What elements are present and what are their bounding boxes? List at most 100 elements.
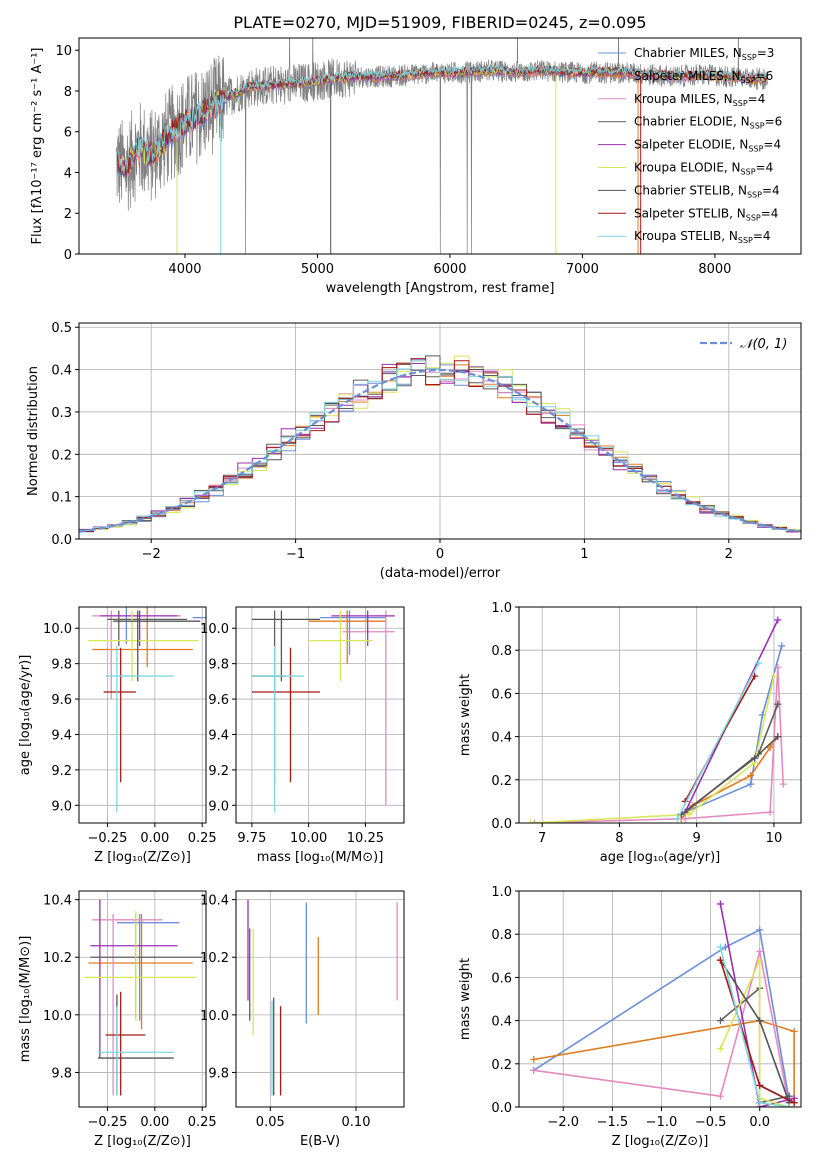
y-tick-label: 9.4 — [51, 728, 72, 743]
plot-area — [79, 891, 206, 1107]
y-tick-label: 0.3 — [51, 406, 72, 421]
data-point — [756, 947, 764, 955]
data-point — [685, 810, 693, 818]
plot-area — [79, 323, 801, 539]
data-point — [716, 1092, 724, 1100]
y-axis-label: Normed distribution — [26, 366, 41, 496]
x-tick-label: −2 — [142, 547, 161, 562]
y-tick-label: 0.4 — [491, 1015, 512, 1030]
y-tick-label: 9.8 — [51, 658, 72, 673]
x-tick-label: 0.0 — [749, 1115, 770, 1130]
x-tick-label: 10.00 — [290, 831, 327, 846]
data-point — [751, 754, 759, 762]
y-tick-label: 10.4 — [200, 894, 229, 909]
legend-label: Chabrier MILES, NSSP=3 — [634, 46, 774, 62]
x-tick-label: 7 — [538, 831, 546, 846]
chart-mass-vs-Z: −0.25 0.00 0.25 9.8 10.0 10.2 10.4 Z [log₁₀(Z/Z… — [18, 890, 217, 1149]
x-axis-label: Z [log₁₀(Z/Z⊙)] — [612, 1134, 709, 1149]
x-tick-label: 2 — [725, 547, 733, 562]
y-tick-label: 9.0 — [51, 799, 72, 814]
axes-frame — [78, 606, 207, 824]
data-point — [774, 616, 782, 624]
axes-frame — [78, 890, 207, 1108]
x-tick-label: −0.5 — [695, 1115, 727, 1130]
data-point — [774, 663, 782, 671]
axes-frame — [235, 890, 405, 1108]
y-tick-label: 0 — [64, 248, 72, 263]
data-point — [530, 819, 538, 823]
y-tick-label: 0.2 — [491, 1058, 512, 1073]
x-tick-label: 7000 — [566, 262, 599, 277]
weight-series — [719, 959, 790, 1107]
y-tick-label: 2 — [64, 207, 72, 222]
y-tick-label: 0.0 — [491, 817, 512, 832]
y-tick-label: 1.0 — [491, 885, 512, 900]
plot-area — [236, 891, 404, 1107]
weight-series — [676, 662, 760, 820]
x-tick-label: 0.25 — [188, 1115, 217, 1130]
y-tick-label: 10 — [55, 44, 72, 59]
y-axis-label: mass [log₁₀(M/M⊙)] — [18, 936, 33, 1063]
x-tick-label: 0.00 — [140, 831, 169, 846]
chart-residuals: −2 −1 0 1 2 0.0 0.1 0.2 0.3 0.4 0.5 (data-model)/er… — [26, 321, 802, 581]
y-tick-label: 0.5 — [51, 321, 72, 336]
data-point — [716, 1017, 724, 1025]
chart-massweight-vs-age: 7 8 9 10 0.0 0.2 0.4 0.6 0.8 1.0 age [log₁₀(age/yr… — [458, 601, 802, 865]
y-tick-label: 9.6 — [208, 693, 229, 708]
y-tick-label: 6 — [64, 126, 72, 141]
data-point — [766, 808, 774, 816]
y-axis-label: age [log₁₀(age/yr)] — [18, 655, 33, 776]
legend-label: 𝒩(0, 1) — [740, 337, 787, 352]
x-tick-label: 5000 — [301, 262, 334, 277]
data-point — [756, 1017, 764, 1025]
data-point — [673, 815, 681, 823]
axes-frame — [78, 37, 802, 255]
plot-area — [519, 891, 801, 1107]
legend-label: Chabrier STELIB, NSSP=4 — [634, 183, 780, 199]
y-tick-label: 0.6 — [491, 971, 512, 986]
y-tick-label: 9.2 — [51, 764, 72, 779]
data-point — [778, 642, 786, 650]
y-tick-label: 1.0 — [491, 601, 512, 616]
data-point — [530, 1055, 538, 1063]
y-tick-label: 9.6 — [51, 693, 72, 708]
data-point — [530, 1066, 538, 1074]
y-tick-label: 0.2 — [491, 774, 512, 789]
y-tick-label: 0.4 — [491, 731, 512, 746]
data-point — [774, 700, 782, 708]
y-tick-label: 9.4 — [208, 728, 229, 743]
legend-label: Kroupa STELIB, NSSP=4 — [634, 229, 771, 245]
plot-area — [115, 38, 769, 254]
data-point — [716, 943, 724, 951]
weight-series — [719, 959, 795, 1104]
x-tick-label: 0.00 — [140, 1115, 169, 1130]
legend-label: Chabrier ELODIE, NSSP=6 — [634, 115, 782, 131]
y-tick-label: 0.8 — [491, 928, 512, 943]
x-tick-label: −1 — [286, 547, 305, 562]
y-tick-label: 10.0 — [43, 622, 72, 637]
x-axis-label: Z [log₁₀(Z/Z⊙)] — [94, 1134, 191, 1149]
y-tick-label: 0.8 — [491, 644, 512, 659]
x-tick-label: 0.05 — [256, 1115, 285, 1130]
y-tick-label: 4 — [64, 166, 72, 181]
y-tick-label: 0.4 — [51, 364, 72, 379]
x-axis-label: E(B-V) — [300, 1134, 340, 1149]
y-axis-label: mass weight — [458, 958, 473, 1040]
data-point — [747, 771, 755, 779]
x-tick-label: 0.10 — [342, 1115, 371, 1130]
x-tick-label: 9 — [693, 831, 701, 846]
y-tick-label: 10.0 — [200, 1009, 229, 1024]
data-point — [790, 1027, 798, 1035]
x-tick-label: 6000 — [433, 262, 466, 277]
y-tick-label: 9.8 — [208, 658, 229, 673]
legend-label: Salpeter MILES, NSSP=6 — [634, 69, 773, 85]
y-tick-label: 10.0 — [200, 622, 229, 637]
x-tick-label: 4000 — [168, 262, 201, 277]
data-point — [785, 1103, 793, 1107]
weight-series — [684, 645, 783, 813]
y-tick-label: 9.8 — [51, 1066, 72, 1081]
model-series — [117, 64, 769, 174]
chart-spectrum: 4000 5000 6000 7000 8000 0 2 4 6 8 10 wavelength [A… — [30, 37, 802, 296]
legend-label: Salpeter ELODIE, NSSP=4 — [634, 138, 781, 154]
